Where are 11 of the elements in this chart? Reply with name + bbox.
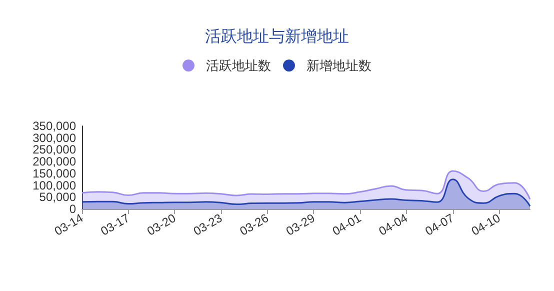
y-tick-label: 200,000	[32, 154, 76, 169]
chart-title: 活跃地址与新增地址	[205, 28, 349, 46]
y-tick-label: 350,000	[32, 119, 76, 133]
legend-label: 新增地址数	[306, 58, 372, 73]
y-tick-label: 300,000	[32, 130, 76, 145]
legend-label: 活跃地址数	[206, 58, 271, 73]
y-tick-label: 100,000	[32, 178, 76, 192]
y-tick-label: 0	[69, 202, 76, 216]
y-tick-label: 250,000	[32, 142, 76, 157]
y-tick-label: 150,000	[32, 166, 76, 180]
y-tick-label: 50,000	[39, 190, 76, 204]
